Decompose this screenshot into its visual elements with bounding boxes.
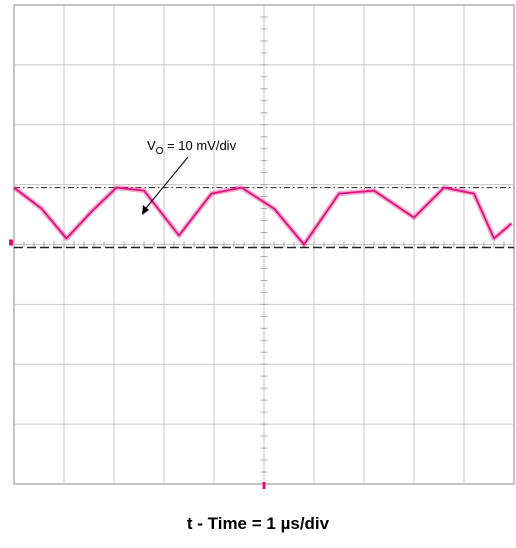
trace-line [13, 186, 513, 246]
annotation-text: VO = 10 mV/div [147, 138, 237, 157]
channel-marker [9, 239, 13, 246]
reference-lines [14, 187, 514, 249]
traces [12, 185, 514, 247]
oscilloscope-plot: VO = 10 mV/div [9, 4, 515, 489]
annotation-arrowhead [142, 205, 149, 215]
x-axis-label: t - Time = 1 µs/div [186, 514, 330, 533]
grid [13, 4, 515, 485]
marker-ticks [9, 239, 266, 489]
annotation: VO = 10 mV/div [141, 138, 237, 215]
trigger-marker [262, 482, 266, 489]
annotation-arrow-line [141, 156, 189, 214]
